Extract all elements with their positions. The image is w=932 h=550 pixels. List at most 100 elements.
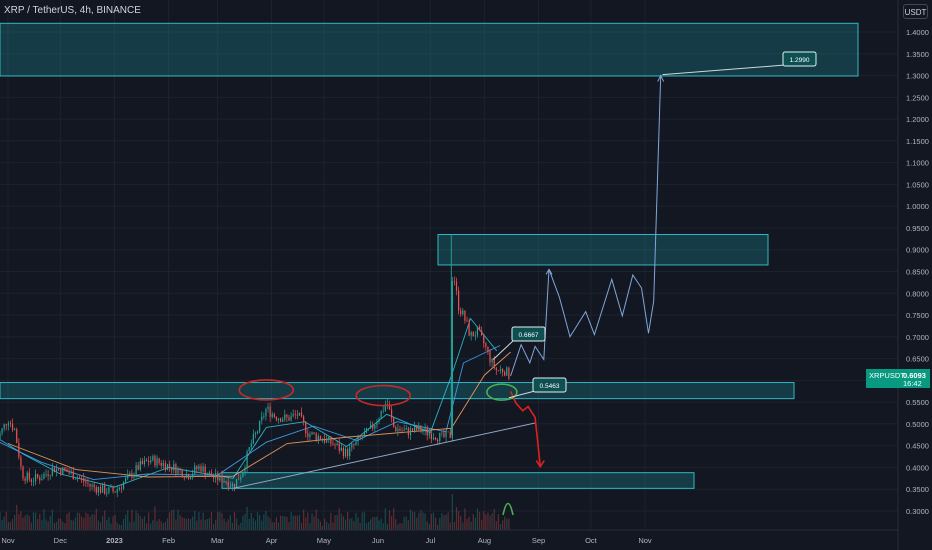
volume-bar xyxy=(441,513,443,530)
volume-bar xyxy=(388,510,391,530)
candle-body xyxy=(231,483,234,487)
candle-body xyxy=(376,421,378,426)
y-tick-label: 0.9000 xyxy=(906,246,929,255)
volume-bar xyxy=(76,512,79,530)
volume-bar xyxy=(217,511,219,530)
candle-body xyxy=(16,429,18,443)
candle-body xyxy=(72,471,74,480)
candle-body xyxy=(303,416,305,423)
volume-bar xyxy=(95,508,97,530)
x-tick-label: Nov xyxy=(638,536,652,545)
candle-body xyxy=(357,436,359,442)
volume-bar xyxy=(476,508,479,530)
volume-bar xyxy=(447,512,449,530)
volume-bar xyxy=(296,515,298,530)
candle-body xyxy=(14,429,16,430)
volume-bar xyxy=(462,522,464,530)
volume-bar xyxy=(439,518,441,530)
candle-body xyxy=(403,429,405,431)
candle-body xyxy=(238,478,240,480)
candle-body xyxy=(474,335,476,337)
volume-bar xyxy=(227,519,229,530)
candle-body xyxy=(319,436,321,440)
annotation-label: 1.2990 xyxy=(790,57,810,64)
volume-bar xyxy=(263,514,265,530)
candle-body xyxy=(5,424,7,426)
candle-body xyxy=(313,432,315,434)
candle-body xyxy=(177,468,179,474)
volume-bar xyxy=(361,512,363,530)
volume-bar xyxy=(225,522,227,530)
x-tick-label: Jun xyxy=(372,536,384,545)
y-tick-label: 1.2000 xyxy=(906,115,929,124)
volume-bar xyxy=(307,512,309,530)
volume-bar xyxy=(93,514,95,530)
volume-bar xyxy=(252,518,254,530)
volume-bar xyxy=(41,520,43,530)
candle-body xyxy=(275,416,278,421)
volume-bar xyxy=(166,518,169,530)
volume-bar xyxy=(141,518,143,530)
volume-bar xyxy=(317,518,319,530)
candle-body xyxy=(294,413,296,415)
candle-body xyxy=(323,439,326,443)
volume-bar xyxy=(365,523,368,530)
volume-bar xyxy=(108,517,110,530)
annotation-box xyxy=(532,377,567,393)
candle-body xyxy=(154,456,156,466)
candle-body xyxy=(89,483,91,487)
candle-body xyxy=(378,418,380,422)
volume-bar xyxy=(250,512,252,530)
volume-bar xyxy=(453,522,456,530)
volume-bar xyxy=(240,522,242,530)
candle-body xyxy=(328,436,330,439)
volume-bar xyxy=(9,521,12,530)
candle-body xyxy=(204,466,206,476)
price-tag-symbol: XRPUSDT xyxy=(869,371,905,380)
y-tick-label: 0.4500 xyxy=(906,442,929,451)
volume-bar xyxy=(1,519,3,530)
candle-body xyxy=(196,466,198,470)
volume-bar xyxy=(303,509,305,530)
volume-bar xyxy=(246,506,248,530)
volume-bar xyxy=(91,514,93,530)
candle-body xyxy=(114,491,116,493)
volume-bar xyxy=(280,515,282,530)
volume-bar xyxy=(206,518,208,530)
volume-bar xyxy=(401,523,403,530)
candle-body xyxy=(120,487,123,489)
candle-body xyxy=(455,281,458,291)
candle-body xyxy=(28,472,30,480)
volume-bar xyxy=(212,524,215,530)
volume-bar xyxy=(194,511,196,530)
volume-bar xyxy=(83,518,85,530)
volume-bar xyxy=(286,516,288,530)
candle-body xyxy=(390,409,393,418)
candle-body xyxy=(330,436,332,444)
volume-bar xyxy=(265,511,267,530)
currency-unit-button[interactable]: USDT xyxy=(903,4,928,19)
candle-body xyxy=(365,428,368,433)
volume-bar xyxy=(294,515,296,530)
candle-body xyxy=(489,350,491,363)
volume-bar xyxy=(49,515,51,530)
y-tick-label: 1.3000 xyxy=(906,72,929,81)
candle-body xyxy=(309,434,311,437)
volume-bar xyxy=(26,514,28,530)
candle-body xyxy=(256,431,259,433)
volume-bar xyxy=(58,518,60,530)
candle-body xyxy=(169,464,171,467)
candle-body xyxy=(122,482,125,489)
volume-bar xyxy=(101,516,104,530)
candle-body xyxy=(143,459,146,465)
candle-body xyxy=(66,469,68,472)
volume-bar xyxy=(311,513,313,530)
candle-body xyxy=(395,427,397,432)
candle-body xyxy=(150,460,152,463)
candle-body xyxy=(432,437,435,440)
y-tick-label: 0.4000 xyxy=(906,463,929,472)
candle-body xyxy=(47,474,49,476)
chart-title: XRP / TetherUS, 4h, BINANCE xyxy=(4,5,141,16)
y-tick-label: 1.4000 xyxy=(906,28,929,37)
